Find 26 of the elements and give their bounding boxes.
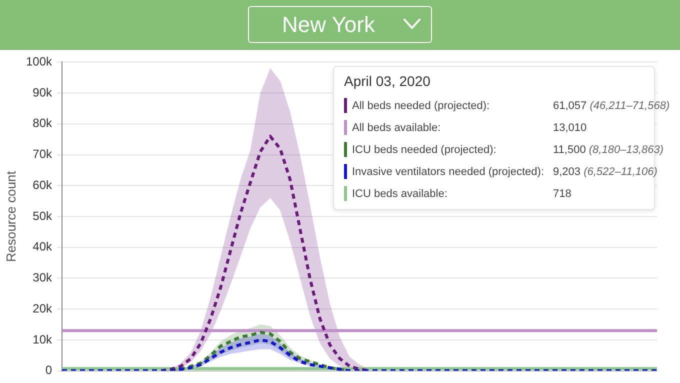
y-tick-label: 10k [32, 332, 53, 346]
annotation: 11,500 (8,180–13,863) [553, 144, 665, 156]
legend-label: Invasive ventilators needed (projected): [352, 166, 544, 178]
legend-label: All beds needed (projected): [352, 100, 491, 112]
y-axis-title: Resource count [3, 170, 18, 262]
annotation: April 03, 2020 [344, 73, 432, 89]
location-dropdown: New York [248, 6, 432, 43]
legend-label: All beds available: [352, 122, 442, 134]
legend-label: ICU beds needed (projected): [352, 144, 498, 156]
annotation: 718 [553, 188, 572, 200]
y-tick-label: 40k [32, 240, 53, 254]
y-tick-label: 20k [32, 301, 53, 316]
y-tick-label: 30k [32, 270, 53, 285]
y-tick-label: 70k [32, 147, 53, 162]
annotation: 9,203 (6,522–11,106) [553, 166, 658, 178]
y-tick-label: 90k [32, 85, 53, 100]
annotation: 61,057 (46,211–71,568) [553, 100, 670, 112]
annotation: 13,010 [553, 122, 588, 134]
y-tick-label: 100k [26, 54, 53, 69]
line-series [60, 338, 658, 371]
legend-label: ICU beds available: [352, 188, 448, 200]
y-tick-label: 80k [32, 116, 53, 130]
chart-title: New York [282, 12, 375, 38]
y-tick-label: 0 [45, 363, 52, 378]
y-tick-label: 50k [32, 208, 53, 223]
y-tick-label: 60k [32, 178, 53, 192]
